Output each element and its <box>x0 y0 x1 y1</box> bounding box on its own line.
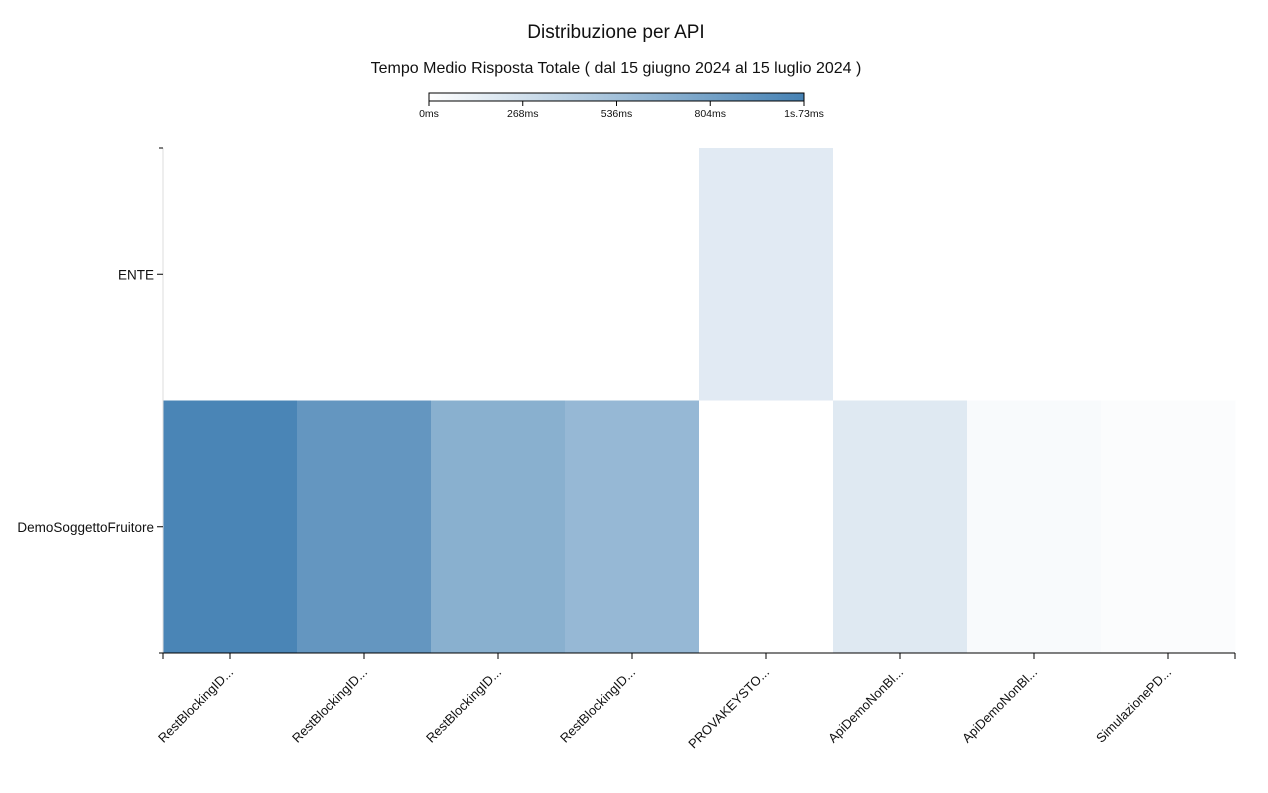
x-tick-label: PROVAKEYSTO... <box>685 665 772 752</box>
y-tick-label: ENTE <box>118 267 154 282</box>
heatmap-cell <box>699 148 834 401</box>
legend-tick-label: 804ms <box>694 108 726 120</box>
heatmap-cell <box>967 148 1102 401</box>
heatmap-cell <box>565 400 700 654</box>
x-tick-label: ApiDemoNonBl... <box>825 665 906 746</box>
heatmap-cell <box>699 400 834 654</box>
heatmap-cell <box>833 400 968 654</box>
heatmap-cell <box>163 400 298 654</box>
heatmap-cell <box>297 400 432 654</box>
heatmap-cell <box>565 148 700 401</box>
heatmap-cell <box>1101 148 1236 401</box>
x-tick-label: ApiDemoNonBl... <box>959 665 1040 746</box>
legend-tick-label: 536ms <box>601 108 633 120</box>
chart-title: Distribuzione per API <box>527 22 704 43</box>
color-legend: 0ms 268ms 536ms 804ms 1s.73ms <box>419 92 824 120</box>
heatmap-cell <box>1101 400 1236 654</box>
legend-gradient-bar <box>428 92 805 102</box>
x-tick-label: RestBlockingID... <box>289 665 370 746</box>
legend-tick-label: 1s.73ms <box>784 108 824 120</box>
x-tick-label: RestBlockingID... <box>155 665 236 746</box>
x-tick-label: RestBlockingID... <box>423 665 504 746</box>
chart-subtitle: Tempo Medio Risposta Totale ( dal 15 giu… <box>371 60 862 77</box>
x-tick-label: SimulazionePD... <box>1093 665 1174 746</box>
heatmap-cell <box>431 400 566 654</box>
heatmap-cell <box>833 148 968 401</box>
heatmap-cells <box>163 148 1236 654</box>
x-tick-label: RestBlockingID... <box>557 665 638 746</box>
legend-tick-label: 268ms <box>507 108 539 120</box>
heatmap-cell <box>431 148 566 401</box>
y-tick-label: DemoSoggettoFruitore <box>17 520 154 535</box>
legend-tick-label: 0ms <box>419 108 439 120</box>
heatmap-cell <box>163 148 298 401</box>
heatmap-cell <box>297 148 432 401</box>
heatmap-cell <box>967 400 1102 654</box>
